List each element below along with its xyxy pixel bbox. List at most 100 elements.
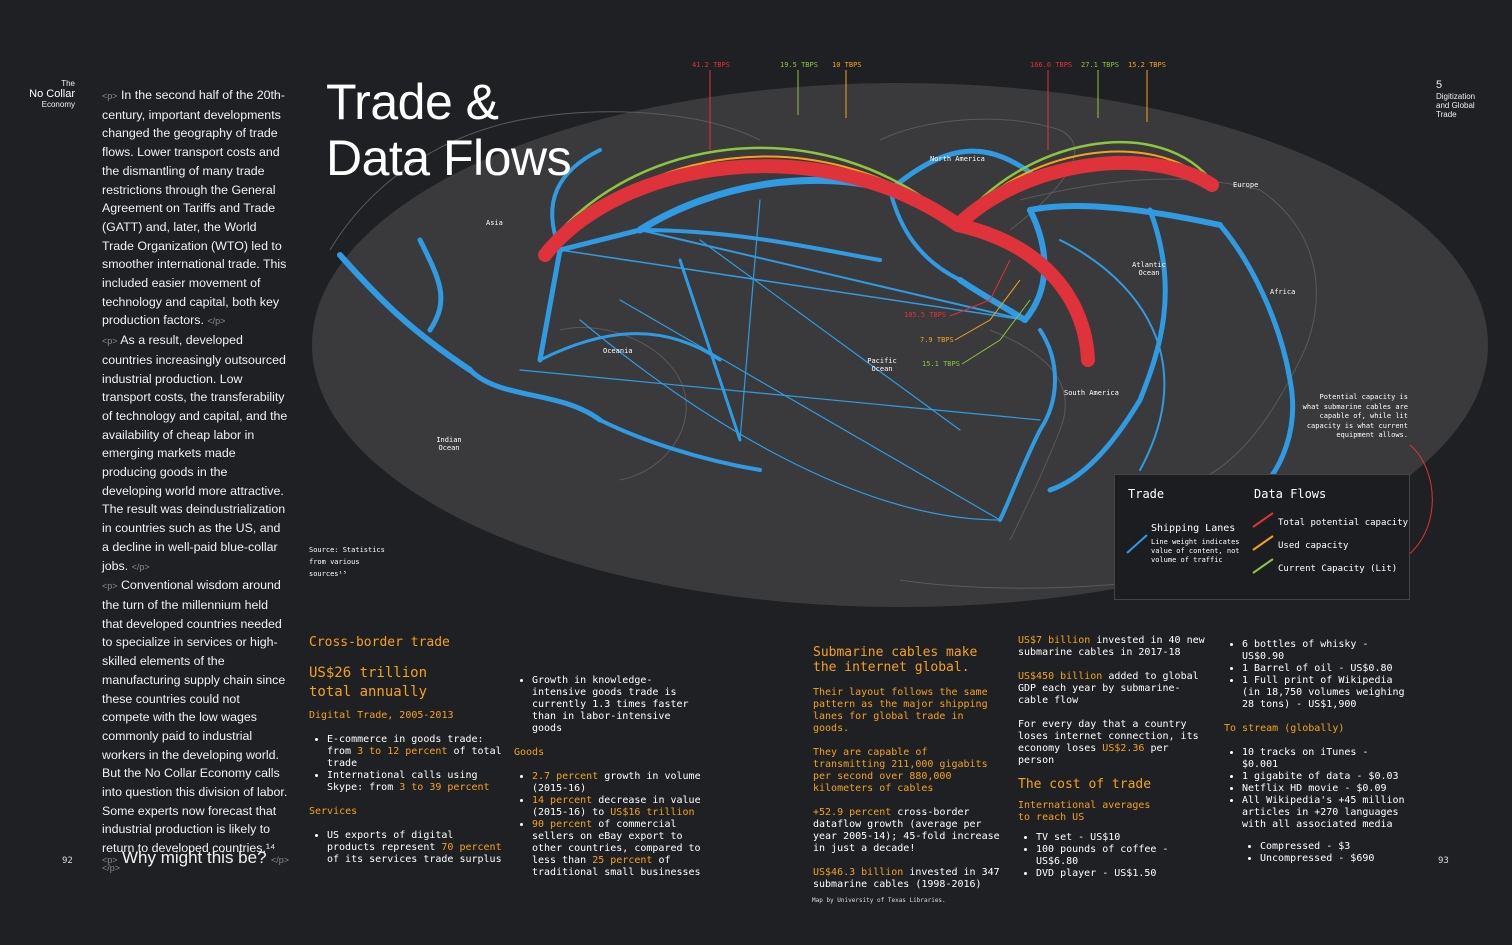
col-investment: US$7 billion invested in 40 new submarin… bbox=[1018, 635, 1210, 880]
paragraph-1: In the second half of the 20th-century, … bbox=[102, 88, 287, 328]
map-legend: Trade Data Flows Shipping Lanes Line wei… bbox=[1114, 474, 1410, 600]
p-close-tag: </p> bbox=[271, 855, 290, 865]
book-title-main: No Collar bbox=[29, 88, 75, 100]
legend-data-title: Data Flows bbox=[1254, 487, 1327, 501]
list-item: Growth in knowledge-intensive goods trad… bbox=[532, 675, 706, 735]
list-item: Compressed - $3 bbox=[1260, 841, 1410, 853]
source-line-1: Source: Statistics bbox=[309, 546, 385, 554]
region-pacific: Pacific Ocean bbox=[867, 357, 897, 373]
legend-shipping: Shipping Lanes bbox=[1151, 523, 1236, 534]
tbps-sa-green: 15.1 TBPS bbox=[922, 360, 960, 368]
legend-total-swatch bbox=[1252, 512, 1274, 528]
col5-list-3: Compressed - $3 Uncompressed - $690 bbox=[1224, 841, 1410, 865]
tbps-right-orange: 15.2 TBPS bbox=[1128, 61, 1166, 69]
book-title-economy: Economy bbox=[41, 100, 75, 109]
continent-outlines bbox=[329, 111, 1317, 589]
p-open-tag: <p> bbox=[102, 91, 118, 101]
col3-heading-2: the internet global. bbox=[813, 660, 970, 675]
tbps-sa-orange: 7.9 TBPS bbox=[920, 336, 954, 344]
list-item: 6 bottles of whisky - US$0.90 bbox=[1242, 639, 1410, 663]
col4-p2: US$450 billion added to global GDP each … bbox=[1018, 671, 1199, 706]
title-line-1: Trade & bbox=[326, 74, 499, 130]
list-item: 100 pounds of coffee - US$6.80 bbox=[1036, 844, 1210, 868]
col1-big-2: total annually bbox=[309, 684, 428, 700]
legend-used: Used capacity bbox=[1278, 541, 1349, 551]
p-open-tag: <p> bbox=[102, 336, 118, 347]
col1-big-1: US$26 trillion bbox=[309, 665, 428, 681]
col-submarine: Submarine cables make the internet globa… bbox=[813, 645, 1005, 891]
col-cross-border: Cross-border trade US$26 trillion total … bbox=[309, 635, 504, 866]
list-item: 1 Barrel of oil - US$0.80 bbox=[1242, 663, 1410, 675]
col1-list-1: E-commerce in goods trade: from 3 to 12 … bbox=[309, 734, 504, 794]
chapter-number: 5 bbox=[1436, 79, 1443, 91]
p-open-tag: <p> bbox=[102, 581, 118, 592]
chapter-label: 5 Digitization and Global Trade bbox=[1436, 79, 1496, 119]
region-south-america: South America bbox=[1064, 389, 1119, 397]
col5-heading: To stream (globally) bbox=[1224, 723, 1345, 734]
col1-sub-2: Services bbox=[309, 806, 358, 817]
col2-list: 2.7 percent growth in volume (2015-16) 1… bbox=[514, 771, 706, 879]
tbps-right-green: 27.1 TBPS bbox=[1081, 61, 1119, 69]
col1-heading: Cross-border trade bbox=[309, 635, 450, 650]
body-text: <p> In the second half of the 20th-centu… bbox=[102, 86, 290, 878]
page-title: Trade & Data Flows bbox=[326, 74, 572, 186]
col1-sub-1: Digital Trade, 2005-2013 bbox=[309, 710, 454, 721]
col4-list: TV set - US$10 100 pounds of coffee - US… bbox=[1018, 832, 1210, 880]
region-atlantic: Atlantic Ocean bbox=[1132, 261, 1166, 277]
list-item: 2.7 percent growth in volume (2015-16) bbox=[532, 771, 706, 795]
list-item: DVD player - US$1.50 bbox=[1036, 868, 1210, 880]
tbps-sa-red: 105.5 TBPS bbox=[904, 311, 947, 319]
col-costs: 6 bottles of whisky - US$0.90 1 Barrel o… bbox=[1224, 639, 1410, 865]
list-item: All Wikipedia's +45 million articles in … bbox=[1242, 795, 1410, 831]
p-open-tag: <p> bbox=[102, 855, 118, 865]
book-title: The No Collar Economy bbox=[20, 79, 75, 109]
col5-list-2: 10 tracks on iTunes - $0.001 1 gigabite … bbox=[1224, 747, 1410, 831]
list-item: 14 percent decrease in value (2015-16) t… bbox=[532, 795, 706, 819]
list-item: TV set - US$10 bbox=[1036, 832, 1210, 844]
tbps-left-green: 19.5 TBPS bbox=[780, 61, 818, 69]
capacity-note: Potential capacity is what submarine cab… bbox=[1302, 393, 1408, 439]
source-line-3: sources¹⁵ bbox=[309, 570, 347, 578]
page-number-right: 93 bbox=[1438, 856, 1449, 866]
region-oceania: Oceania bbox=[603, 347, 633, 355]
col-goods: Growth in knowledge-intensive goods trad… bbox=[514, 675, 706, 879]
col3-p3: +52.9 percent cross-border dataflow grow… bbox=[813, 807, 1000, 854]
list-item: 10 tracks on iTunes - $0.001 bbox=[1242, 747, 1410, 771]
map-credit: Map by University of Texas Libraries. bbox=[812, 897, 946, 904]
col2-sub: Goods bbox=[514, 747, 545, 758]
question-line: <p> Why might this be? </p> bbox=[102, 848, 289, 868]
data-flow-arcs bbox=[538, 141, 1219, 367]
legend-shipping-note: Line weight indicates value of content, … bbox=[1151, 538, 1240, 564]
chapter-title-2: and Global bbox=[1436, 101, 1475, 110]
paragraph-3: Conventional wisdom around the turn of t… bbox=[102, 578, 288, 856]
source-line-2: from various bbox=[309, 558, 360, 566]
col3-heading-1: Submarine cables make bbox=[813, 645, 978, 660]
tbps-leaders bbox=[709, 70, 1148, 365]
title-line-2: Data Flows bbox=[326, 130, 572, 186]
col3-p1: Their layout follows the same pattern as… bbox=[813, 687, 988, 734]
col3-p4: US$46.3 billion invested in 347 submarin… bbox=[813, 867, 1000, 890]
paragraph-2: As a result, developed countries increas… bbox=[102, 333, 288, 573]
col4-sub-1: International averages bbox=[1018, 800, 1151, 811]
book-title-the: The bbox=[61, 79, 75, 88]
page-number-left: 92 bbox=[62, 856, 73, 866]
col4-sub-2: to reach US bbox=[1018, 812, 1085, 823]
col4-p1: US$7 billion invested in 40 new submarin… bbox=[1018, 635, 1205, 658]
col5-list-1: 6 bottles of whisky - US$0.90 1 Barrel o… bbox=[1224, 639, 1410, 711]
list-item: International calls using Skype: from 3 … bbox=[327, 770, 504, 794]
list-item: US exports of digital products represent… bbox=[327, 830, 504, 866]
list-item: 1 Full print of Wikipedia (in 18,750 vol… bbox=[1242, 675, 1410, 711]
region-europe: Europe bbox=[1233, 181, 1259, 189]
tbps-right-red: 166.6 TBPS bbox=[1030, 61, 1073, 69]
question-text: Why might this be? bbox=[121, 848, 267, 867]
col2-list-0: Growth in knowledge-intensive goods trad… bbox=[514, 675, 706, 735]
col4-heading: The cost of trade bbox=[1018, 777, 1152, 792]
map-source: Source: Statistics from various sources¹… bbox=[309, 544, 385, 580]
region-indian: Indian Ocean bbox=[436, 436, 462, 452]
p-close-tag: </p> bbox=[131, 561, 150, 572]
region-north-america: North America bbox=[930, 155, 985, 163]
legend-total: Total potential capacity bbox=[1278, 518, 1409, 528]
legend-shipping-swatch bbox=[1126, 534, 1148, 554]
p-close-tag: </p> bbox=[207, 316, 226, 327]
p-close-tag: </p> bbox=[102, 862, 121, 873]
